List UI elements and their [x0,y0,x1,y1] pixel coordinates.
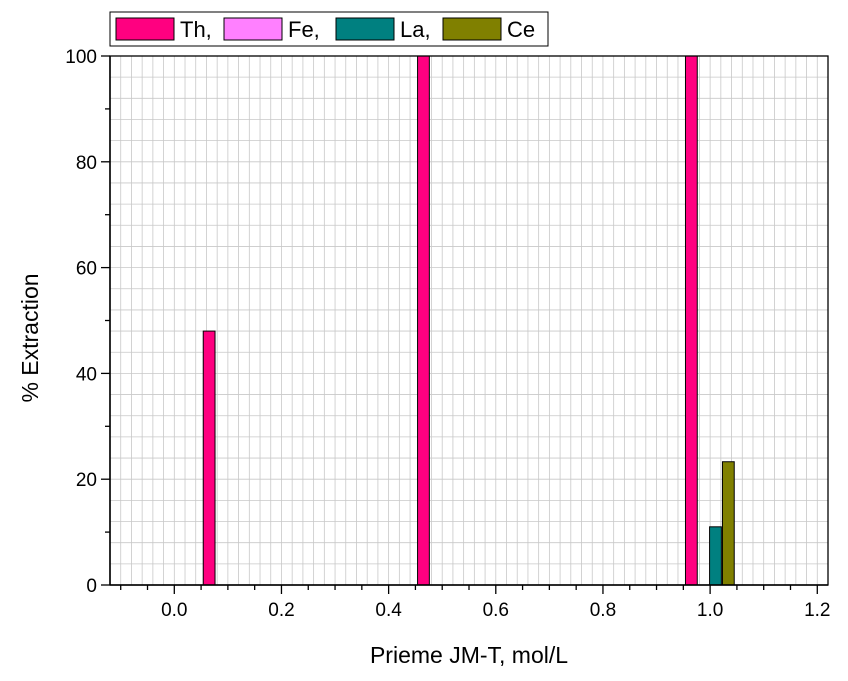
bars [202,55,735,586]
plot-frame [109,55,829,586]
x-tick-label: 1.2 [804,600,830,621]
legend-swatch [115,17,175,41]
bar-la [709,526,722,586]
y-tick-label: 40 [76,364,97,385]
x-tick-label: 0.8 [590,600,616,621]
legend-swatch [442,17,502,41]
legend-swatch [223,17,283,41]
y-tick-label: 0 [86,576,97,597]
y-tick-label: 20 [76,470,97,491]
grid [109,55,829,586]
y-tick-label: 60 [76,259,97,280]
x-tick-label: 0.0 [161,600,187,621]
x-tick-label: 0.2 [268,600,294,621]
legend-label: Th, [180,17,212,42]
x-tick-label: 0.6 [483,600,509,621]
legend-swatch [335,17,395,41]
legend-label: Fe, [288,17,320,42]
y-axis: 0 20 40 60 80 100 [65,47,111,597]
x-tick-label: 0.4 [375,600,402,621]
x-tick-label: 1.0 [697,600,723,621]
bar-th [202,330,216,586]
x-axis-label: Prieme JM-T, mol/L [370,642,568,668]
bar-th [684,55,698,586]
legend-label: Ce [507,17,535,42]
legend: Th, Fe, La, Ce [109,11,549,47]
y-tick-label: 100 [65,47,97,68]
bar-th [417,55,430,586]
y-tick-label: 80 [76,153,97,174]
x-axis: 0.0 0.2 0.4 0.6 0.8 1.0 1.2 [110,584,830,621]
legend-label: La, [400,17,431,42]
bar-ce [721,461,735,586]
y-axis-label: % Extraction [17,273,43,402]
